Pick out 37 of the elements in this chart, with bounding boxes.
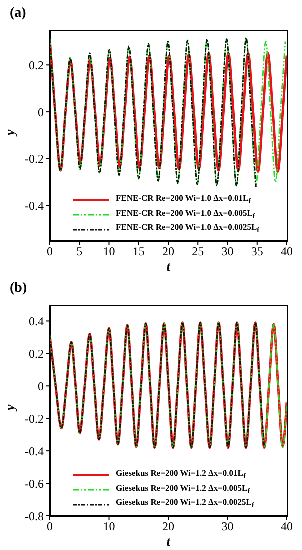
y-tick-label: 0 — [38, 379, 44, 394]
y-tick-label: 0.4 — [29, 314, 44, 328]
x-tick-label: 20 — [162, 244, 174, 259]
x-tick-label: 35 — [251, 244, 264, 259]
y-tick-label: -0.4 — [25, 199, 44, 214]
legend-label: FENE-CR Re=200 Wi=1.0 Δx=0.01L$_{f}$ — [116, 193, 252, 208]
x-tick-label: 30 — [222, 520, 234, 534]
x-axis-title: t — [166, 534, 171, 549]
x-tick-label: 10 — [103, 244, 116, 259]
y-tick-label: -0.2 — [25, 152, 44, 166]
y-tick-label: -0.2 — [25, 412, 44, 426]
x-tick-label: 30 — [222, 244, 234, 259]
y-axis-title: y — [2, 404, 18, 412]
x-tick-label: 25 — [192, 244, 204, 259]
x-tick-label: 40 — [281, 244, 293, 259]
y-tick-label: 0.2 — [29, 346, 44, 361]
y-tick-label: -0.8 — [25, 509, 44, 524]
y-tick-label: 0 — [38, 105, 44, 120]
x-tick-label: 20 — [162, 520, 174, 534]
legend-label: Giesekus Re=200 Wi=1.2 Δx=0.01L$_{f}$ — [116, 468, 246, 483]
y-tick-label: -0.4 — [25, 444, 44, 458]
chart-title: (b) — [10, 281, 28, 297]
x-tick-label: 40 — [281, 520, 293, 534]
legend-label: FENE-CR Re=200 Wi=1.0 Δx=0.0025L$_{f}$ — [116, 222, 260, 238]
y-tick-label: -0.6 — [25, 476, 44, 491]
y-tick-label: 0.2 — [29, 58, 44, 72]
legend-label: Giesekus Re=200 Wi=1.2 Δx=0.005L$_{f}$ — [116, 482, 250, 498]
x-axis-title: t — [166, 259, 171, 274]
legend-label: Giesekus Re=200 Wi=1.2 Δx=0.0025L$_{f}$ — [116, 497, 254, 512]
x-tick-label: 10 — [103, 520, 116, 534]
x-tick-label: 0 — [47, 520, 53, 534]
legend-label: FENE-CR Re=200 Wi=1.0 Δx=0.005L$_{f}$ — [116, 208, 256, 222]
x-tick-label: 0 — [47, 244, 53, 259]
x-tick-label: 15 — [132, 244, 145, 259]
chart-title: (a) — [10, 6, 26, 22]
x-tick-label: 5 — [76, 244, 83, 259]
y-axis-title: y — [2, 130, 18, 138]
